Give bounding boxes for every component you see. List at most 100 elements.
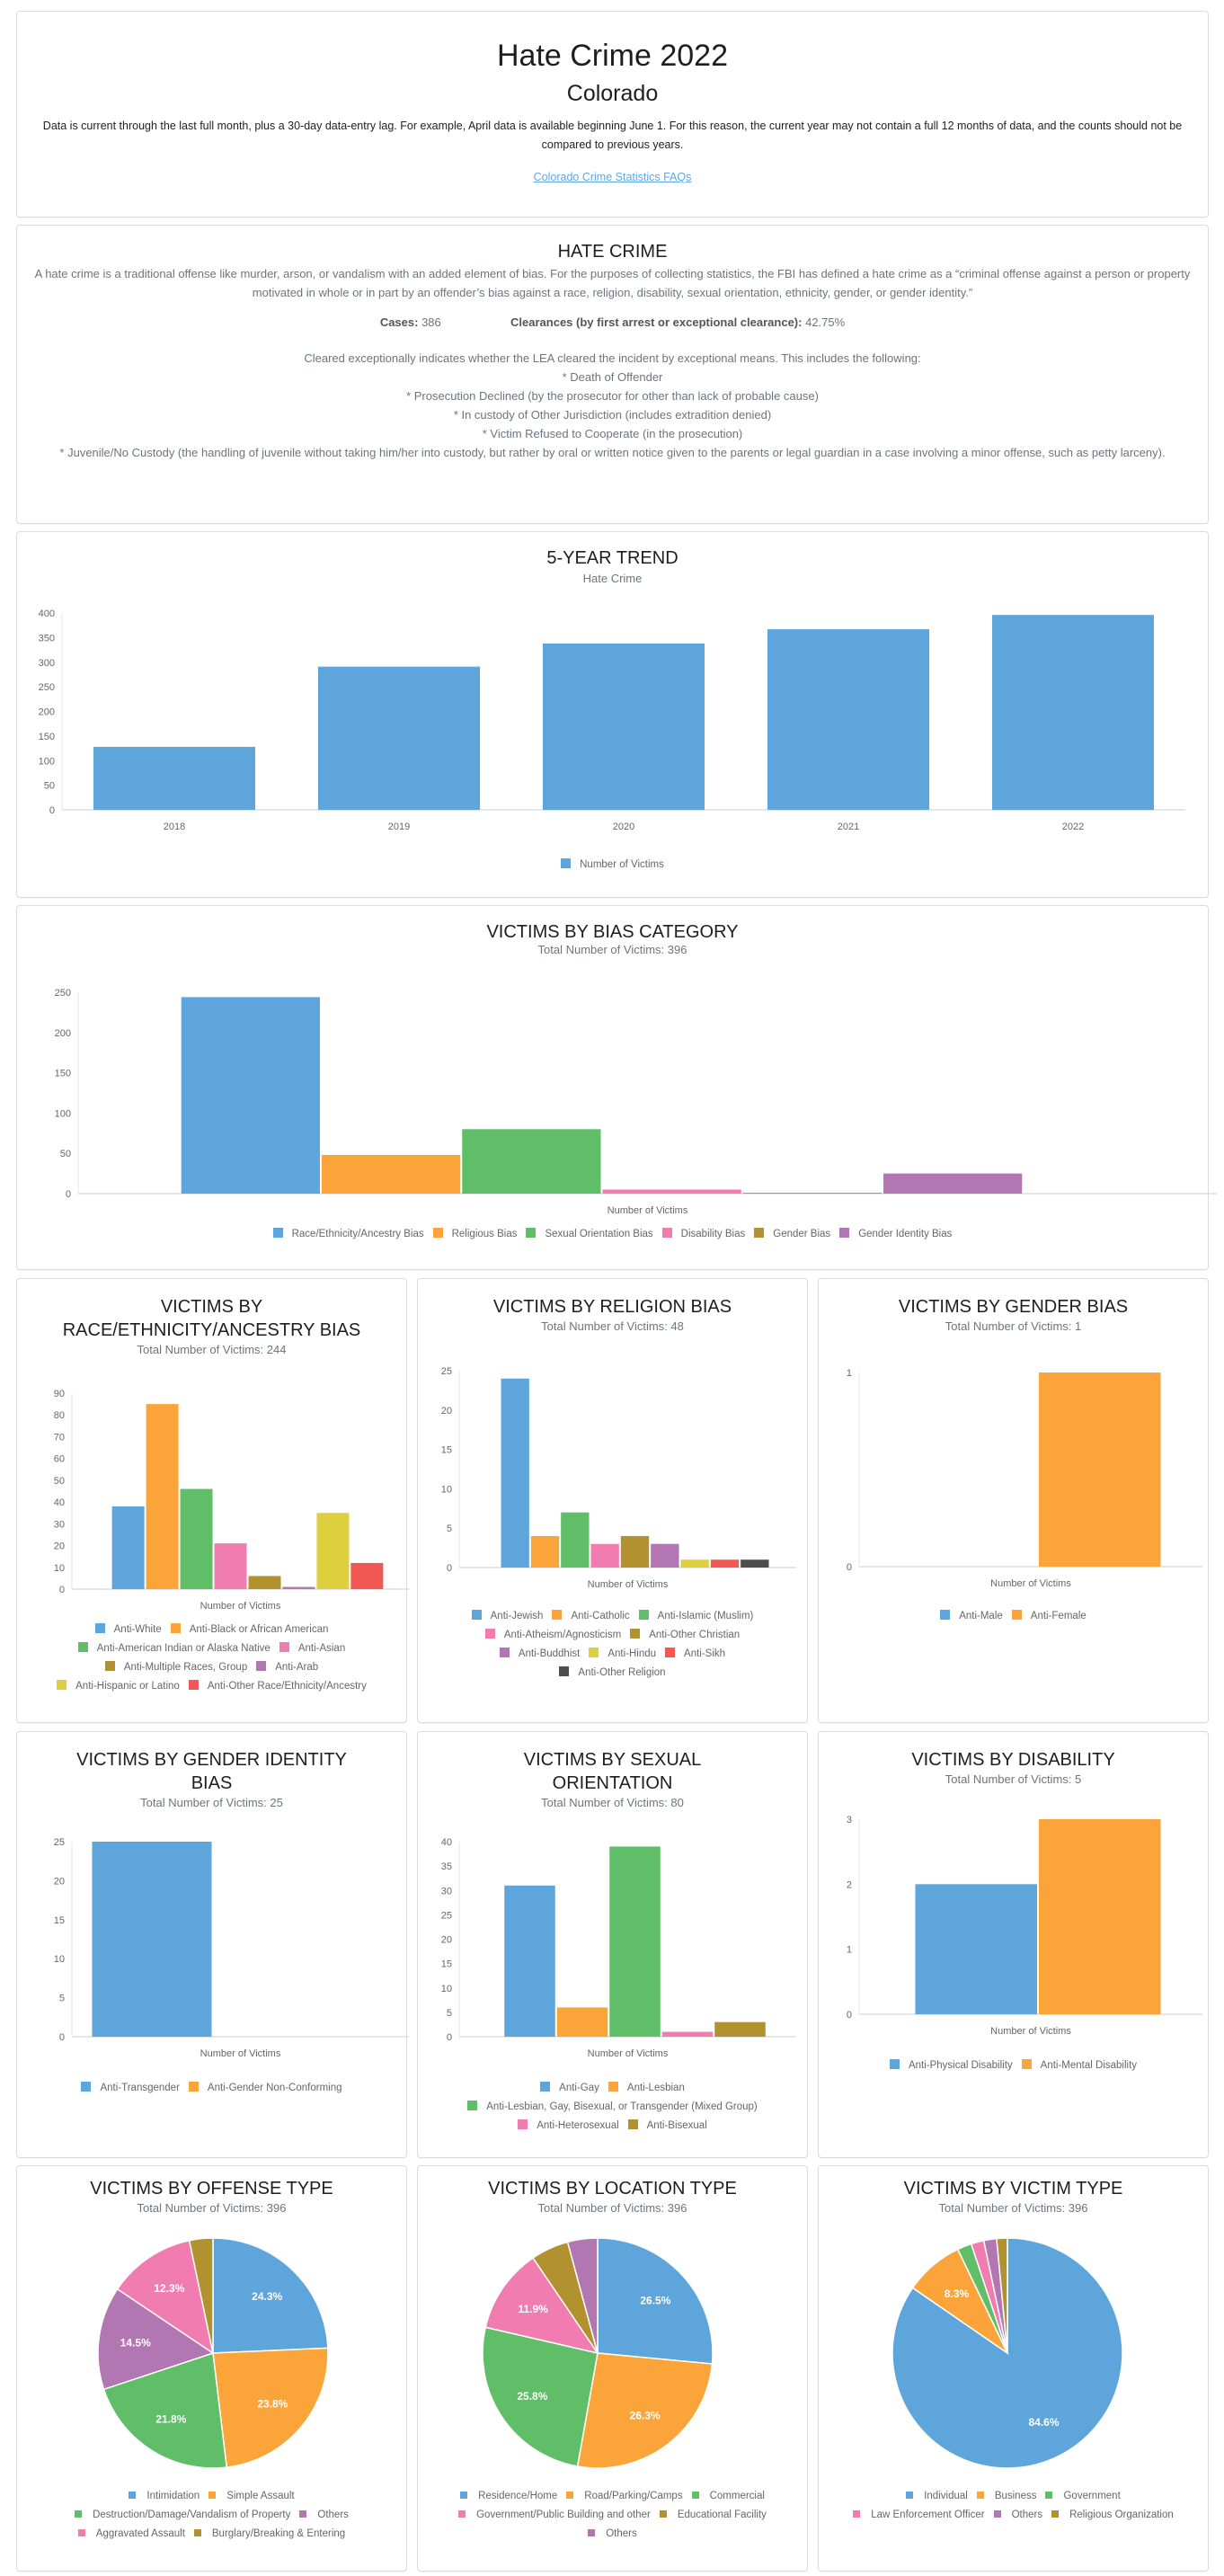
legend-swatch <box>484 1629 495 1639</box>
legend-swatch <box>589 1648 599 1657</box>
legend-item[interactable]: Anti-Lesbian <box>608 2079 685 2098</box>
legend-item[interactable]: Anti-Gay <box>540 2079 599 2098</box>
legend-item[interactable]: Burglary/Breaking & Entering <box>193 2525 345 2544</box>
y-tick-label: 5 <box>447 2008 452 2019</box>
chart-subtitle: Total Number of Victims: 25 <box>140 1796 283 1809</box>
y-tick-label: 10 <box>441 1984 452 1994</box>
legend-item[interactable]: Individual <box>906 2487 968 2506</box>
legend-item[interactable]: Anti-Buddhist <box>499 1645 581 1664</box>
legend-item[interactable]: Anti-Jewish <box>471 1607 543 1626</box>
legend-item[interactable]: Gender Identity Bias <box>839 1225 952 1244</box>
legend-label: Simple Assault <box>226 2491 295 2501</box>
legend-row: Anti-Physical Disability Anti-Mental Disa… <box>828 2056 1199 2075</box>
legend-item[interactable]: Anti-Islamic (Muslim) <box>638 1607 753 1626</box>
legend-swatch <box>754 1228 765 1238</box>
legend-label: Gender Identity Bias <box>858 1229 953 1239</box>
legend-item[interactable]: Anti-Asian <box>279 1639 345 1658</box>
legend-item[interactable]: Anti-Transgender <box>81 2079 180 2098</box>
gender-identity-card: VICTIMS BY GENDER IDENTITY BIAS Total Numb… <box>16 1731 409 2158</box>
legend-swatch <box>77 1642 88 1652</box>
legend-item[interactable]: Anti-Atheism/Agnosticism <box>484 1626 621 1645</box>
legend-item[interactable]: Destruction/Damage/Vandalism of Property <box>75 2506 290 2525</box>
legend-item[interactable]: Anti-Arab <box>256 1658 318 1677</box>
legend-item[interactable]: Business <box>976 2487 1036 2506</box>
legend-item[interactable]: Government/Public Building and other <box>458 2506 651 2525</box>
chart-title: VICTIMS BY GENDER BIAS <box>898 1297 1129 1317</box>
legend-item[interactable]: Anti-Catholic <box>552 1607 630 1626</box>
legend-label: Anti-Buddhist <box>518 1648 581 1659</box>
legend-item[interactable]: Others <box>588 2525 637 2544</box>
legend-item[interactable]: Anti-Sikh <box>665 1645 725 1664</box>
legend-swatch <box>256 1661 267 1671</box>
sexual-orientation-chart: 0 5 10 15 20 25 30 35 40 Number of Victims <box>441 1837 796 2059</box>
legend-item[interactable]: Others <box>993 2506 1042 2525</box>
cases-value: 386 <box>421 315 441 329</box>
legend-swatch <box>906 2492 914 2499</box>
legend-item[interactable]: Anti-Mental Disability <box>1021 2056 1137 2075</box>
legend-item[interactable]: Intimidation <box>129 2487 200 2506</box>
bar-anti-lesbian-gay-bisexual-or-transgender-mixed-group <box>609 1846 661 2037</box>
slice-label: 21.8% <box>155 2412 186 2425</box>
legend-item[interactable]: Anti-Other Race/Ethnicity/Ancestry <box>188 1677 367 1696</box>
legend-item[interactable]: Religious Organization <box>1051 2506 1174 2525</box>
slice-label: 26.5% <box>640 2294 670 2306</box>
bar-anti-islamic-muslim <box>561 1512 590 1568</box>
legend-item[interactable]: Anti-Hispanic or Latino <box>57 1677 180 1696</box>
legend-item[interactable]: Anti-Bisexual <box>627 2117 707 2136</box>
legend-item[interactable]: Anti-Black or African American <box>170 1621 328 1639</box>
legend-item[interactable]: Race/Ethnicity/Ancestry Bias <box>272 1225 424 1244</box>
legend-item[interactable]: Road/Parking/Camps <box>566 2487 683 2506</box>
legend-item[interactable]: Government <box>1045 2487 1121 2506</box>
faq-link[interactable]: Colorado Crime Statistics FAQs <box>533 171 692 183</box>
legend-item[interactable]: Educational Facility <box>659 2506 767 2525</box>
legend-item[interactable]: Anti-Female <box>1011 1607 1087 1626</box>
legend-item[interactable]: Anti-Male <box>940 1607 1003 1626</box>
legend-item[interactable]: Anti-Multiple Races, Group <box>104 1658 247 1677</box>
bar-anti-physical-disability <box>915 1884 1037 2014</box>
bar-race-ethnicity-ancestry-bias <box>181 997 320 1194</box>
legend-swatch <box>518 2119 528 2129</box>
legend-item[interactable]: Disability Bias <box>661 1225 745 1244</box>
legend-item[interactable]: Gender Bias <box>754 1225 830 1244</box>
legend-item[interactable]: Simple Assault <box>208 2487 295 2506</box>
legend-item[interactable]: Aggravated Assault <box>77 2525 185 2544</box>
legend-item[interactable]: Sexual Orientation Bias <box>526 1225 653 1244</box>
legend-row: Aggravated Assault Burglary/Breaking & En… <box>26 2525 397 2544</box>
legend-item[interactable]: Anti-Gender Non-Conforming <box>188 2079 342 2098</box>
trend-subtitle: Hate Crime <box>582 572 643 585</box>
bar-anti-buddhist <box>651 1543 679 1568</box>
legend-label: Anti-White <box>113 1624 162 1635</box>
legend-item[interactable]: Anti-Hindu <box>589 1645 656 1664</box>
legend-item[interactable]: Anti-Lesbian, Gay, Bisexual, or Transgen… <box>467 2098 758 2117</box>
legend-label: Anti-Gay <box>559 2083 599 2093</box>
legend-label: Anti-Transgender <box>100 2083 180 2093</box>
y-tick-label: 0 <box>59 2032 65 2043</box>
legend-item[interactable]: Anti-American Indian or Alaska Native <box>77 1639 271 1658</box>
legend-item[interactable]: Anti-Physical Disability <box>889 2056 1013 2075</box>
y-tick-label: 5 <box>447 1523 452 1534</box>
legend-swatch <box>208 2492 217 2499</box>
legend-item[interactable]: Religious Bias <box>432 1225 517 1244</box>
legend-item[interactable]: Anti-Other Christian <box>630 1626 740 1645</box>
slice-road-parking-camps <box>576 2352 714 2469</box>
legend-item[interactable]: Law Enforcement Officer <box>853 2506 985 2525</box>
legend-item[interactable]: Number of Victims <box>561 856 664 875</box>
legend-label: Anti-Other Christian <box>649 1630 741 1640</box>
legend-item[interactable]: Anti-White <box>94 1621 162 1639</box>
y-tick-label: 150 <box>39 732 55 742</box>
religion-chart: 0 5 10 15 20 25 Number of Victims <box>441 1366 796 1590</box>
legend-row: Anti-Multiple Races, Group Anti-Arab <box>26 1658 397 1677</box>
legend-item[interactable]: Residence/Home <box>460 2487 557 2506</box>
legend-swatch <box>467 2101 478 2110</box>
x-axis-label: Number of Victims <box>588 1579 669 1590</box>
legend-label: Anti-Lesbian <box>626 2083 685 2093</box>
legend-item[interactable]: Commercial <box>691 2487 765 2506</box>
legend-label: Law Enforcement Officer <box>871 2509 985 2520</box>
x-axis-label: Number of Victims <box>200 2048 281 2059</box>
cleared-item: * Juvenile/No Custody (the handling of j… <box>59 446 1166 459</box>
legend-item[interactable]: Others <box>299 2506 349 2525</box>
legend-item[interactable]: Anti-Other Religion <box>559 1664 666 1683</box>
legend-item[interactable]: Anti-Heterosexual <box>518 2117 619 2136</box>
legend-swatch <box>559 1666 570 1676</box>
chart-title: VICTIMS BY SEXUAL <box>523 1750 702 1770</box>
